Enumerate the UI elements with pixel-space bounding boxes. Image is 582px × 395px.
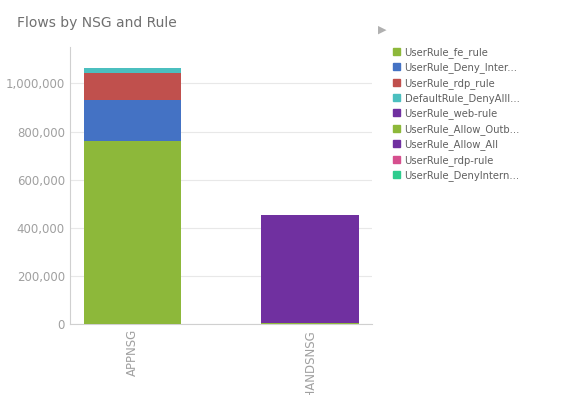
Bar [84, 68, 181, 73]
Text: ▶: ▶ [378, 24, 387, 35]
Bar [84, 141, 181, 324]
Bar [261, 323, 359, 324]
Text: Flows by NSG and Rule: Flows by NSG and Rule [17, 16, 177, 30]
Bar [84, 100, 181, 141]
Bar [261, 214, 359, 323]
Bar [84, 73, 181, 100]
Legend: UserRule_fe_rule, UserRule_Deny_Inter..., UserRule_rdp_rule, DefaultRule_DenyAll: UserRule_fe_rule, UserRule_Deny_Inter...… [393, 47, 520, 181]
